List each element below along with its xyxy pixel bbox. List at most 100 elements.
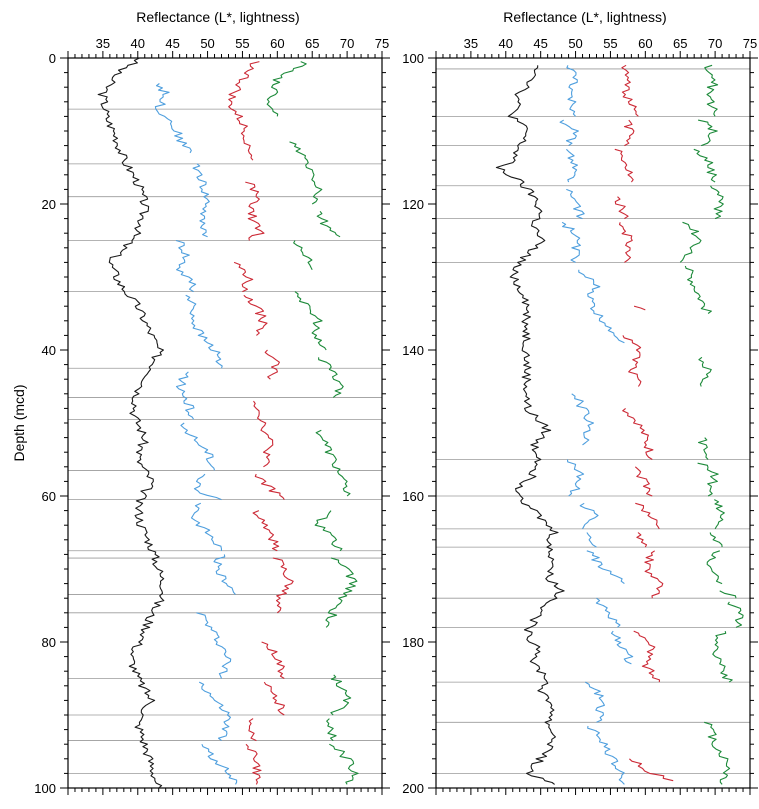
x-tick-label: 40 — [499, 36, 513, 51]
y-tick-label: 200 — [402, 781, 424, 796]
series-blue-trace — [201, 743, 238, 785]
series-red-trace — [633, 305, 646, 311]
series-red-trace — [264, 349, 280, 380]
series-red-trace — [263, 681, 285, 716]
series-blue-trace — [193, 473, 222, 501]
series-green-trace — [704, 721, 731, 785]
series-black-trace — [495, 65, 565, 785]
series-blue-trace — [566, 65, 578, 117]
y-axis-label: Depth (mcd) — [11, 384, 27, 461]
x-axis-label-right: Reflectance (L*, lightness) — [503, 9, 666, 25]
left-panel: Reflectance (L*, lightness) 35 40 45 50 55 60… — [34, 9, 390, 796]
series-green-trace — [679, 221, 702, 263]
series-red-trace — [254, 473, 285, 500]
series-black-trace — [97, 57, 165, 789]
x-tick-label: 70 — [340, 36, 354, 51]
x-tick-label: 45 — [533, 36, 547, 51]
series-red-trace — [621, 64, 639, 117]
series-green-trace — [697, 437, 709, 460]
y-tick-label: 160 — [402, 489, 424, 504]
series-red-trace — [633, 630, 661, 683]
series-blue-trace — [584, 681, 605, 723]
series-red-trace — [636, 532, 648, 548]
x-tick-label: 55 — [235, 36, 249, 51]
series-green-trace — [709, 532, 723, 548]
series-green-trace — [714, 499, 725, 530]
series-red-trace — [245, 743, 262, 785]
series-blue-trace — [175, 371, 195, 420]
series-green-trace — [294, 291, 327, 351]
series-blue-trace — [586, 532, 597, 548]
series-blue-trace — [578, 269, 625, 344]
series-blue-trace — [213, 554, 236, 595]
x-tick-label: 60 — [638, 36, 652, 51]
series-blue-trace — [196, 612, 232, 679]
series-red-trace — [622, 335, 642, 387]
x-tick-label: 55 — [603, 36, 617, 51]
y-tick-label: 40 — [42, 343, 56, 358]
series-blue-trace — [610, 630, 634, 665]
series-red-trace — [248, 718, 257, 742]
series-green-trace — [712, 630, 733, 683]
y-tick-label: 20 — [42, 197, 56, 212]
x-tick-label: 50 — [200, 36, 214, 51]
series-red-trace — [622, 407, 654, 460]
series-red-trace — [629, 758, 674, 782]
series-green-trace — [697, 462, 719, 497]
series-red-trace — [635, 502, 660, 530]
series-green-trace — [710, 185, 724, 220]
series-blue-trace — [185, 294, 223, 369]
series-green-trace — [330, 674, 352, 716]
series-green-trace — [719, 590, 737, 599]
series-green-trace — [318, 357, 344, 398]
series-red-trace — [228, 61, 260, 161]
series-green-trace — [314, 510, 343, 552]
series-blue-trace — [579, 502, 599, 530]
series-blue-trace — [566, 459, 585, 497]
y-tick-label: 140 — [402, 343, 424, 358]
y-tick-label: 0 — [49, 51, 56, 66]
series-green-trace — [289, 141, 323, 205]
series-red-trace — [634, 466, 653, 497]
series-blue-trace — [587, 725, 625, 785]
series-blue-trace — [190, 502, 223, 551]
series-green-trace — [329, 743, 359, 785]
series-blue-trace — [198, 681, 232, 742]
x-tick-label: 40 — [131, 36, 145, 51]
series-blue-trace — [571, 393, 595, 446]
series-red-trace — [233, 261, 254, 293]
series-red-trace — [623, 119, 635, 147]
series-green-trace — [706, 550, 723, 585]
series-red-trace — [261, 641, 285, 679]
right-panel: Reflectance (L*, lightness) 35 40 45 50 55 60… — [402, 9, 758, 796]
x-tick-label: 50 — [568, 36, 582, 51]
series-green-trace — [316, 210, 341, 238]
series-green-trace — [266, 61, 307, 117]
x-tick-label: 45 — [165, 36, 179, 51]
y-tick-label: 60 — [42, 489, 56, 504]
y-tick-label: 180 — [402, 635, 424, 650]
x-axis-label-left: Reflectance (L*, lightness) — [136, 9, 299, 25]
x-tick-label: 60 — [270, 36, 284, 51]
series-green-trace — [325, 557, 358, 628]
y-tick-label: 80 — [42, 635, 56, 650]
x-tick-label: 65 — [673, 36, 687, 51]
y-tick-label: 100 — [402, 51, 424, 66]
x-tick-label: 65 — [305, 36, 319, 51]
series-red-trace — [614, 148, 634, 183]
series-blue-trace — [586, 550, 625, 585]
series-red-trace — [243, 294, 268, 336]
series-blue-trace — [175, 239, 197, 293]
series-blue-trace — [595, 597, 621, 628]
y-tick-label: 100 — [34, 781, 56, 796]
series-red-trace — [245, 181, 265, 241]
series-red-trace — [252, 510, 280, 552]
series-green-trace — [727, 601, 744, 628]
series-green-trace — [684, 265, 712, 314]
x-tick-label: 35 — [464, 36, 478, 51]
series-red-trace — [272, 557, 294, 614]
series-red-trace — [614, 196, 629, 220]
x-tick-label: 35 — [96, 36, 110, 51]
series-blue-trace — [559, 119, 579, 147]
